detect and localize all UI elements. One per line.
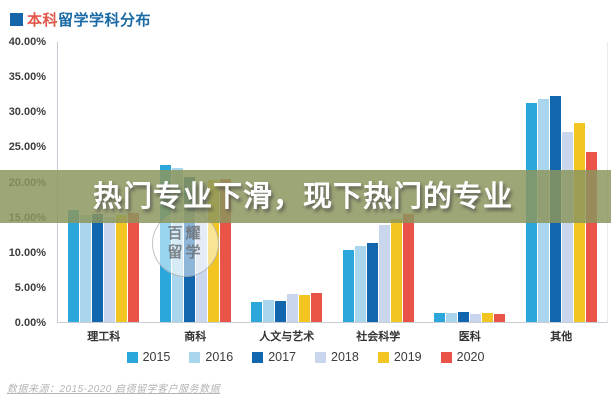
category-label: 医科 (458, 331, 481, 343)
y-tick-label: 40.00% (8, 36, 46, 48)
category-label: 其他 (550, 331, 573, 343)
legend-swatch-icon (315, 351, 326, 363)
y-tick-label: 0.00% (14, 317, 46, 329)
bar-2015 (434, 312, 446, 322)
legend-swatch-icon (377, 351, 389, 363)
legend-label: 2017 (268, 350, 296, 364)
y-tick-label: 35.00% (8, 71, 46, 84)
bar-2019 (482, 312, 494, 322)
bar-2017 (366, 242, 378, 322)
bar-group-4: 社会科学 (342, 42, 414, 343)
y-axis: 40.00%35.00%30.00%25.00%20.00%15.00%10.0… (0, 36, 50, 329)
bar-group-1: 理工科 (68, 42, 140, 343)
bar-2015 (68, 210, 80, 322)
chart-title: 本科留学学科分布 (27, 9, 151, 30)
bar-2016 (354, 246, 366, 322)
bar-2018 (287, 294, 299, 322)
bar-2015 (251, 301, 263, 322)
bar-2018 (378, 225, 390, 322)
category-label: 商科 (184, 331, 207, 343)
legend-swatch-icon (126, 351, 138, 363)
chart-title-prefix: 本科 (27, 12, 59, 29)
bar-2016 (263, 299, 275, 322)
chart-title-rest: 留学学科分布 (58, 12, 152, 29)
legend-swatch-icon (189, 351, 201, 363)
headline-text: 热门专业下滑，现下热门的专业 (93, 181, 514, 213)
bar-2020 (585, 151, 597, 322)
legend-item-2019: 2019 (377, 350, 422, 364)
bar-2018 (104, 217, 116, 322)
watermark-line2: 留学 (167, 243, 204, 261)
bar-group-5: 医科 (434, 42, 506, 343)
legend: 2015 2016 2017 2018 2019 2020 (0, 350, 611, 364)
y-tick-label: 30.00% (8, 106, 46, 119)
bar-2017 (458, 311, 470, 322)
legend-swatch-icon (440, 351, 452, 363)
category-label: 理工科 (87, 331, 121, 343)
y-tick-label: 10.00% (8, 246, 46, 259)
bar-2016 (80, 214, 92, 322)
legend-item-2017: 2017 (252, 350, 296, 364)
source-note: 数据来源：2015-2020 启德留学客户服务数据 (7, 384, 221, 395)
legend-item-2015: 2015 (126, 350, 171, 364)
bar-2019 (116, 214, 128, 322)
bar-2020 (402, 213, 414, 322)
bar-2016 (446, 312, 458, 322)
bar-2019 (299, 294, 311, 322)
bar-group-3: 人文与艺术 (251, 42, 323, 343)
watermark-line1: 百耀 (167, 224, 204, 242)
legend-label: 2015 (142, 350, 171, 364)
legend-item-2020: 2020 (440, 350, 485, 364)
legend-item-2016: 2016 (189, 350, 233, 364)
legend-label: 2016 (205, 350, 234, 364)
headline-band: 热门专业下滑，现下热门的专业 (0, 170, 611, 223)
bar-2018 (561, 132, 573, 322)
bar-2017 (92, 213, 104, 322)
bar-2020 (128, 212, 140, 322)
bar-2018 (470, 314, 482, 322)
y-tick-label: 5.00% (14, 281, 46, 294)
legend-label: 2018 (331, 350, 359, 364)
bar-2019 (390, 219, 402, 322)
bar-2015 (342, 249, 354, 322)
legend-label: 2019 (393, 350, 422, 364)
bar-2017 (275, 301, 287, 322)
bar-2020 (219, 178, 231, 322)
category-label: 社会科学 (356, 331, 401, 343)
y-tick-label: 25.00% (8, 141, 46, 154)
title-bullet-icon (10, 13, 23, 26)
legend-label: 2020 (456, 350, 485, 364)
legend-item-2018: 2018 (315, 350, 359, 364)
category-label: 人文与艺术 (259, 331, 315, 343)
bar-2020 (311, 293, 323, 322)
bar-2020 (494, 313, 506, 322)
legend-swatch-icon (252, 351, 264, 363)
chart-header: 本科留学学科分布 (10, 9, 151, 30)
